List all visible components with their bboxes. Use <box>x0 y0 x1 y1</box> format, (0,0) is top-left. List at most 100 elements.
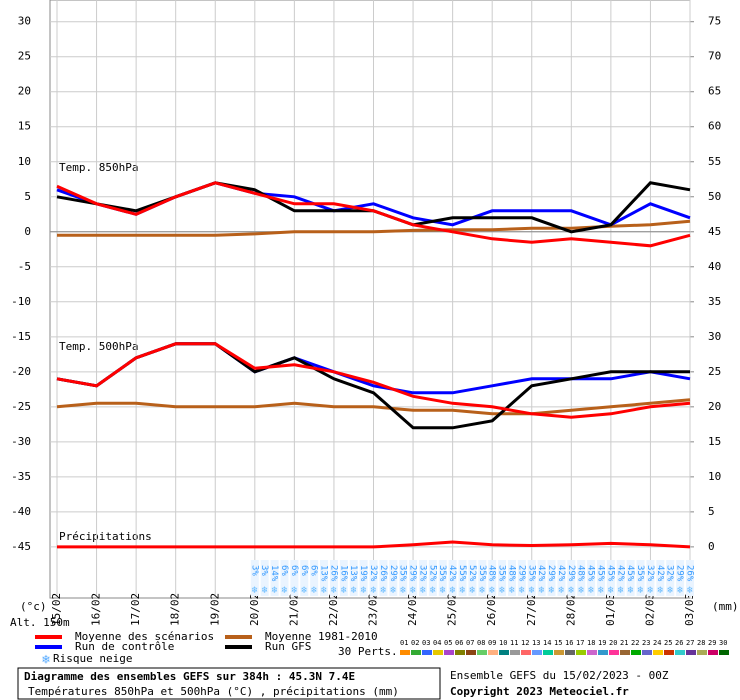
y-tick-label: -40 <box>11 505 31 518</box>
snow-cell <box>666 560 675 596</box>
snow-flake: ❄ <box>321 585 328 596</box>
snow-flake: ❄ <box>628 585 635 596</box>
snow-value: 26% <box>328 565 338 582</box>
series-line <box>56 398 691 416</box>
snow-value: 3% <box>259 565 269 576</box>
x-tick-label: 03/03 <box>683 593 696 626</box>
legend-label: Moyenne 1981-2010 <box>265 630 378 643</box>
snow-flake: ❄ <box>390 585 397 596</box>
annotation: Temp. 850hPa <box>59 161 138 174</box>
member-swatch <box>719 650 729 655</box>
member-swatch <box>455 650 465 655</box>
member-swatch <box>631 650 641 655</box>
member-swatch <box>400 650 410 655</box>
snow-flake: ❄ <box>469 585 476 596</box>
member-swatch <box>587 650 597 655</box>
member-name: 01 <box>400 639 408 647</box>
snow-cell <box>260 560 269 596</box>
snow-flake: ❄ <box>450 585 457 596</box>
snow-flake: ❄ <box>608 585 615 596</box>
plot-frame <box>49 0 691 599</box>
member-name: 04 <box>433 639 441 647</box>
snow-value: 42% <box>447 565 457 582</box>
snow-flake: ❄ <box>499 585 506 596</box>
y-tick-label: -5 <box>18 260 31 273</box>
x-tick-label: 25/02 <box>446 593 459 626</box>
member-swatch <box>609 650 619 655</box>
x-tick-label: 22/02 <box>327 593 340 626</box>
snow-value: 3% <box>249 565 259 576</box>
snow-value: 29% <box>546 565 556 582</box>
member-name: 25 <box>664 639 672 647</box>
member-name: 10 <box>499 639 507 647</box>
member-swatch <box>675 650 685 655</box>
snow-cell <box>498 560 507 596</box>
member-swatch <box>510 650 520 655</box>
member-name: 09 <box>488 639 496 647</box>
snow-flake: ❄ <box>558 585 565 596</box>
snow-cell <box>507 560 516 596</box>
y2-tick-label: 25 <box>708 365 721 378</box>
snow-value: 6% <box>289 565 299 576</box>
snow-cell <box>379 560 388 596</box>
snow-cell <box>547 560 556 596</box>
snow-flake: ❄ <box>281 585 288 596</box>
source: Ensemble GEFS du 15/02/2023 - 00Z <box>450 669 669 682</box>
snow-cell <box>567 560 576 596</box>
member-name: 07 <box>466 639 474 647</box>
y-tick-label: -45 <box>11 540 31 553</box>
snow-flake: ❄ <box>262 585 269 596</box>
snow-value: 45% <box>605 565 615 582</box>
snow-flake: ❄ <box>311 585 318 596</box>
snow-value: 13% <box>348 565 358 582</box>
y2-tick-label: 65 <box>708 85 721 98</box>
snow-cell <box>329 560 338 596</box>
y-tick-label: 25 <box>18 50 31 63</box>
member-name: 20 <box>609 639 617 647</box>
snow-label: Risque neige <box>53 652 132 665</box>
member-name: 26 <box>675 639 683 647</box>
member-name: 29 <box>708 639 716 647</box>
snow-value: 29% <box>388 565 398 582</box>
snow-value: 29% <box>675 565 685 582</box>
member-swatch <box>466 650 476 655</box>
y2-tick-label: 30 <box>708 330 721 343</box>
member-name: 16 <box>565 639 573 647</box>
member-name: 19 <box>598 639 606 647</box>
altitude: Alt. 150m <box>10 616 70 629</box>
member-swatch <box>620 650 630 655</box>
member-swatch <box>477 650 487 655</box>
member-name: 02 <box>411 639 419 647</box>
members-label: 30 Perts. <box>338 645 398 658</box>
annotation: Précipitations <box>59 530 152 543</box>
x-tick-label: 15/02 <box>50 593 63 626</box>
y-tick-label: -35 <box>11 470 31 483</box>
member-swatch <box>708 650 718 655</box>
member-name: 22 <box>631 639 639 647</box>
snow-value: 13% <box>319 565 329 582</box>
snow-flake: ❄ <box>638 585 645 596</box>
snow-cell <box>626 560 635 596</box>
member-name: 17 <box>576 639 584 647</box>
snow-cell <box>369 560 378 596</box>
snow-flake: ❄ <box>588 585 595 596</box>
snow-cell <box>409 560 418 596</box>
y2-tick-label: 5 <box>708 505 715 518</box>
snow-cell <box>458 560 467 596</box>
snow-cell <box>616 560 625 596</box>
snow-cell <box>676 560 685 596</box>
y2-tick-label: 20 <box>708 400 721 413</box>
member-name: 03 <box>422 639 430 647</box>
series-line <box>57 219 691 237</box>
x-tick-label: 19/02 <box>208 593 221 626</box>
snow-cell <box>448 560 457 596</box>
snow-cell <box>478 560 487 596</box>
snow-flake: ❄ <box>252 585 259 596</box>
y-tick-label: -30 <box>11 435 31 448</box>
snow-value: 26% <box>378 565 388 582</box>
y-tick-label: 15 <box>18 120 31 133</box>
snow-flake: ❄ <box>460 585 467 596</box>
member-swatch <box>444 650 454 655</box>
y-tick-label: 0 <box>24 225 31 238</box>
